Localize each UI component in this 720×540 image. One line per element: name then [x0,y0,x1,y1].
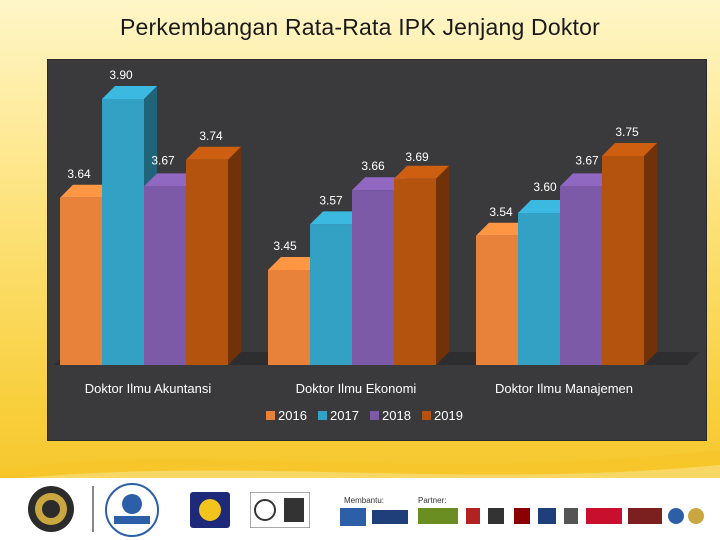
bar-top [352,177,407,191]
data-label: 3.67 [151,153,175,167]
footer-logo-bar: Membantu: Partner: [0,478,720,540]
bar [102,99,144,365]
bar-side [644,143,657,365]
bar-top [268,257,323,270]
legend-swatch [370,411,379,420]
data-label: 3.67 [575,153,599,167]
bar-top [518,200,573,213]
bar-top [560,173,615,187]
bar-chart: 3.64 3.90 3.67 3.74 Doktor Ilmu Akuntansi 3.4… [54,68,700,423]
legend-swatch [318,411,327,420]
bar-top [602,143,657,156]
bar-side [436,165,449,365]
bar [60,197,102,365]
ub-logo [190,492,230,528]
chart-panel: 3.64 3.90 3.67 3.74 Doktor Ilmu Akuntansi 3.4… [48,60,706,440]
data-label: 3.66 [361,159,385,173]
category-label: Doktor Ilmu Ekonomi [296,381,417,396]
category-label: Doktor Ilmu Akuntansi [85,381,212,396]
data-label: 3.90 [109,68,133,82]
bar [268,270,310,365]
university-seal-logo [28,486,74,532]
divider [92,486,94,532]
supported-by-label: Membantu: [344,496,385,505]
bar [186,159,228,365]
data-label: 3.74 [199,129,223,143]
bar-top [60,184,115,198]
data-label: 3.60 [533,180,557,194]
legend-label: 2017 [330,408,359,423]
bar-side [228,146,241,365]
legend-label: 2016 [278,408,307,423]
category-label: Doktor Ilmu Manajemen [495,381,633,396]
data-label: 3.57 [319,193,343,207]
partner-logos [418,508,704,524]
legend-label: 2018 [382,408,411,423]
abest21-logo [105,483,159,537]
bar-top [144,173,199,187]
legend-swatch [266,411,275,420]
bar-top [102,86,157,99]
bar [602,156,644,365]
bar [560,186,602,365]
data-label: 3.64 [67,167,91,181]
abest-aacsb-logos [340,508,408,526]
bar-top [186,146,241,160]
bar-top [310,211,365,225]
bar [310,224,352,365]
bar-top [394,165,449,179]
data-label: 3.69 [405,150,429,164]
data-label: 3.54 [489,205,513,219]
bar [394,178,436,365]
bar [144,186,186,365]
bar-top [476,222,531,236]
certification-logo [250,492,310,528]
page-title: Perkembangan Rata-Rata IPK Jenjang Dokto… [120,14,600,40]
bar [352,190,394,365]
bar [476,235,518,365]
partner-label: Partner: [418,496,447,505]
legend-label: 2019 [434,408,463,423]
data-label: 3.45 [273,239,297,253]
bar [518,213,560,365]
data-label: 3.75 [615,125,639,139]
legend-swatch [422,411,431,420]
